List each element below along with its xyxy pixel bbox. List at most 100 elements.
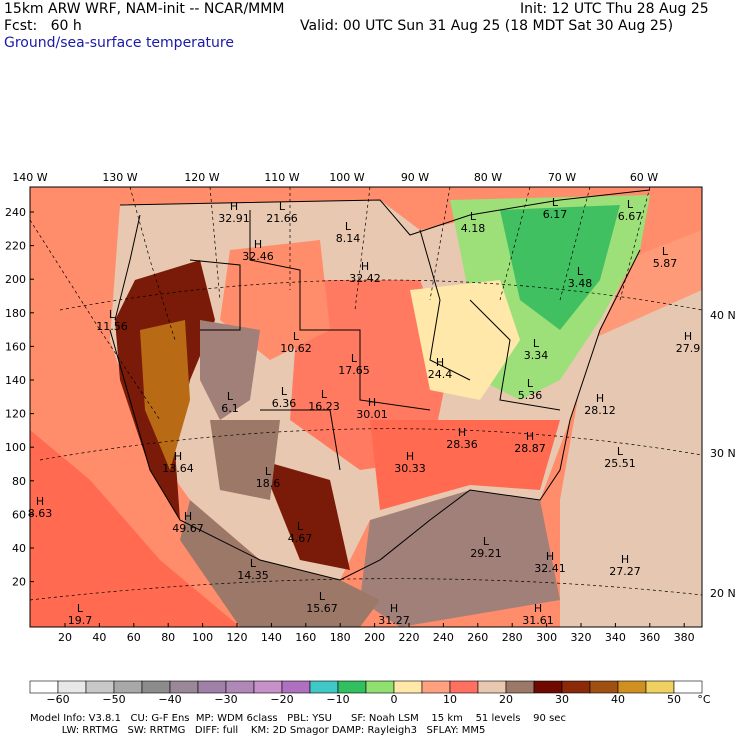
svg-text:L: L [552, 196, 559, 209]
svg-text:H: H [621, 553, 629, 566]
colorbar-label: 20 [499, 693, 513, 706]
colorbar-swatch [645, 680, 675, 694]
y-tick-label: 20 [12, 576, 26, 589]
x-tick-label: 120 [227, 631, 248, 644]
x-tick-label: 260 [467, 631, 488, 644]
svg-text:3.34: 3.34 [524, 349, 549, 362]
forecast-hour: Fcst: 60 h [4, 18, 82, 34]
extremum-marker: L15.67 [306, 590, 338, 615]
x-tick-label: 340 [605, 631, 626, 644]
field-name: Ground/sea-surface temperature [4, 35, 234, 51]
svg-text:L: L [351, 352, 358, 365]
colorbar-swatch [141, 680, 171, 694]
x-tick-label: 60 [127, 631, 141, 644]
extremum-marker: H28.12 [584, 392, 616, 417]
svg-text:31.61: 31.61 [522, 614, 554, 627]
colorbar-swatch [197, 680, 227, 694]
longitude-labels: 140 W 130 W 120 W 110 W 100 W 90 W 80 W 70 W 60 … [12, 171, 658, 184]
colorbar-label: 0 [390, 693, 398, 706]
svg-text:4.67: 4.67 [288, 532, 313, 545]
svg-text:16.23: 16.23 [308, 400, 340, 413]
extremum-marker: H32.42 [349, 260, 381, 285]
x-tick-label: 140 [261, 631, 282, 644]
colorbar-swatch [337, 680, 367, 694]
svg-text:28.36: 28.36 [446, 438, 478, 451]
svg-text:L: L [345, 220, 352, 233]
extremum-marker: L6.17 [543, 196, 568, 221]
svg-text:32.42: 32.42 [349, 272, 381, 285]
svg-text:H: H [230, 200, 238, 213]
svg-text:L: L [109, 308, 116, 321]
latitude-label: 20 N [710, 587, 736, 600]
svg-text:L: L [627, 198, 634, 211]
svg-text:L: L [297, 520, 304, 533]
model-title: 15km ARW WRF, NAM-init -- NCAR/MMM [4, 1, 285, 17]
svg-text:L: L [483, 535, 490, 548]
extremum-marker: H30.01 [356, 396, 388, 421]
colorbar-swatch [225, 680, 255, 694]
svg-text:5.36: 5.36 [518, 389, 543, 402]
extremum-marker: H32.41 [534, 550, 566, 575]
extremum-marker: H24.4 [428, 356, 453, 381]
x-tick-label: 240 [433, 631, 454, 644]
graticule [29, 186, 703, 601]
svg-text:L: L [265, 465, 272, 478]
svg-text:L: L [470, 210, 477, 223]
colorbar-label: −60 [46, 693, 70, 706]
extremum-marker: H49.67 [172, 510, 204, 535]
extremum-marker: L5.87 [653, 245, 678, 270]
colorbar-label: −10 [326, 693, 350, 706]
colorbar-swatch [85, 680, 115, 694]
extremum-marker: L21.66 [266, 200, 298, 225]
y-tick-label: 140 [5, 374, 26, 387]
y-tick-label: 240 [5, 206, 26, 219]
extremum-marker: H27.27 [609, 553, 641, 578]
colorbar-swatch [253, 680, 283, 694]
extremum-marker: L17.65 [338, 352, 370, 377]
extremum-marker: H8.63 [28, 495, 53, 520]
svg-text:49.67: 49.67 [172, 522, 204, 535]
extremum-marker: H27.9 [676, 330, 701, 355]
x-tick-label: 360 [639, 631, 660, 644]
y-tick-label: 220 [5, 240, 26, 253]
y-tick-label: 100 [5, 441, 26, 454]
y-tick-label: 180 [5, 307, 26, 320]
x-tick-label: 20 [58, 631, 72, 644]
colorbar-label: −40 [158, 693, 182, 706]
colorbar-swatch [617, 680, 647, 694]
svg-text:32.46: 32.46 [242, 250, 274, 263]
svg-text:18.6: 18.6 [256, 477, 281, 490]
svg-text:5.87: 5.87 [653, 257, 678, 270]
footer-physics-info: LW: RRTMG SW: RRTMG DIFF: full KM: 2D Sm… [30, 725, 486, 736]
svg-text:3.48: 3.48 [568, 277, 593, 290]
y-tick-label: 160 [5, 340, 26, 353]
y-tick-label: 60 [12, 508, 26, 521]
svg-text:L: L [321, 388, 328, 401]
longitude-label: 130 W [102, 171, 137, 184]
svg-text:L: L [281, 385, 288, 398]
colorbar-swatch [309, 680, 339, 694]
longitude-label: 140 W [12, 171, 47, 184]
svg-text:29.21: 29.21 [470, 547, 502, 560]
extremum-marker: L16.23 [308, 388, 340, 413]
svg-text:H: H [361, 260, 369, 273]
longitude-label: 60 W [630, 171, 658, 184]
svg-text:8.63: 8.63 [28, 507, 53, 520]
svg-text:L: L [319, 590, 326, 603]
extremum-marker: L6.36 [272, 385, 297, 410]
longitude-label: 70 W [548, 171, 576, 184]
latitude-label: 30 N [710, 447, 736, 460]
extremum-marker: H31.61 [522, 602, 554, 627]
svg-text:11.56: 11.56 [96, 320, 128, 333]
x-axis-labels: 20 40 60 80 100 120 140 160 180 200 220 240 260 280 30… [58, 623, 695, 644]
svg-text:H: H [254, 238, 262, 251]
colorbar-label: −50 [102, 693, 126, 706]
longitude-label: 110 W [264, 171, 299, 184]
longitude-label: 80 W [474, 171, 502, 184]
x-tick-label: 280 [502, 631, 523, 644]
svg-text:L: L [533, 337, 540, 350]
extremum-marker: H32.46 [242, 238, 274, 263]
svg-text:28.12: 28.12 [584, 404, 616, 417]
colorbar-swatch [281, 680, 311, 694]
